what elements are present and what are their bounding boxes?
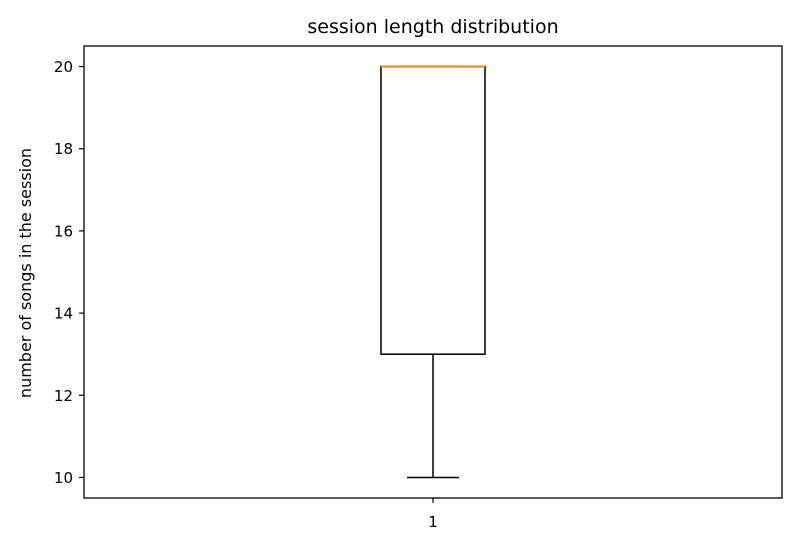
plot-frame — [83, 45, 783, 499]
y-tick-label: 14 — [54, 305, 73, 323]
x-tick-label: 1 — [428, 513, 438, 531]
box-iqr — [380, 65, 486, 355]
y-tick-label: 18 — [54, 140, 73, 158]
chart-title: session length distribution — [307, 16, 558, 38]
y-tick-label: 10 — [54, 469, 73, 487]
y-tick-label: 20 — [54, 58, 73, 76]
plot-area: 10 12 14 16 18 20 1 — [54, 58, 486, 531]
y-tick-label: 12 — [54, 387, 73, 405]
y-axis-label: number of songs in the session — [16, 148, 35, 398]
y-tick-label: 16 — [54, 222, 73, 240]
